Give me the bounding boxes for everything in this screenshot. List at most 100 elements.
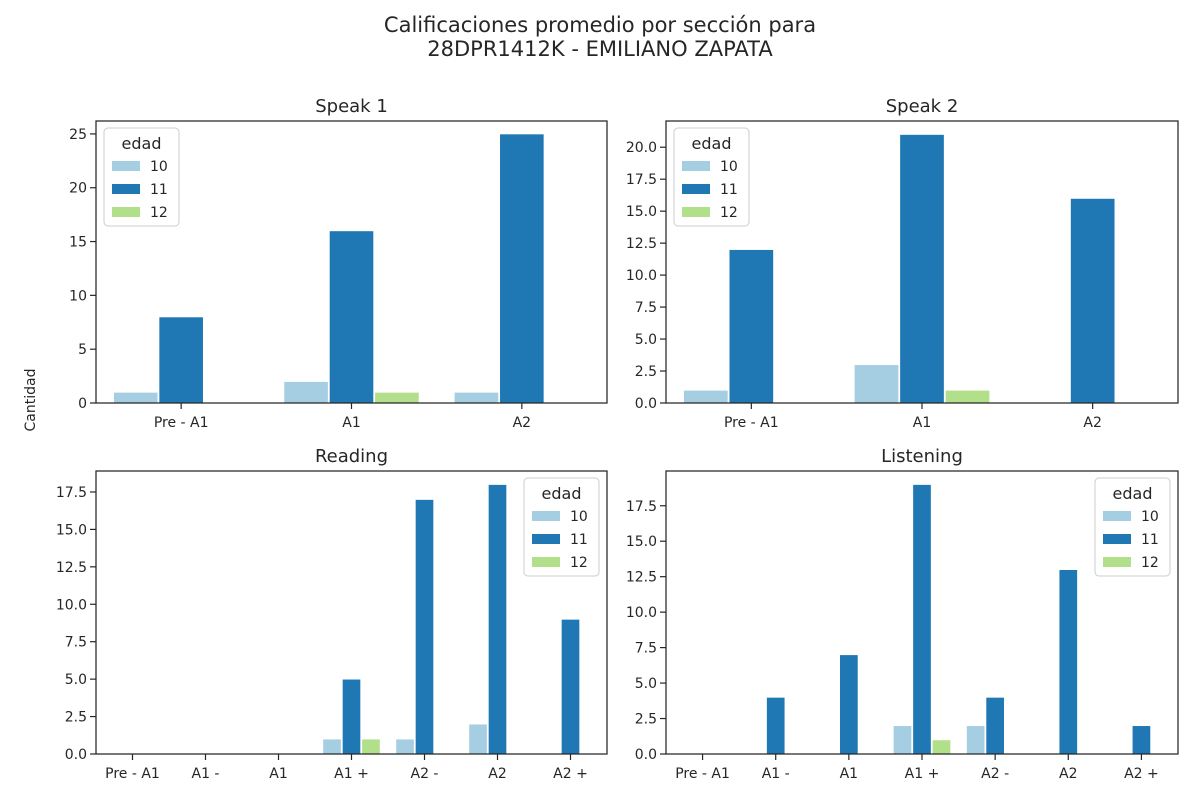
legend-label-12: 12 [570,555,588,571]
x-tick-label: Pre - A1 [105,766,160,782]
legend-label-12: 12 [720,205,738,221]
chart-panel-1: Speak 2 0.0 2.5 5.0 7.5 10.0 12.5 15.0 17.5 20.0 P… [626,96,1179,431]
x-tick-label: A2 [513,415,531,431]
legend: edad 10 11 12 [673,127,750,227]
figure-title-line-2: 28DPR1412K - EMILIANO ZAPATA [427,37,773,61]
legend: edad 10 11 12 [523,477,600,577]
legend-label-12: 12 [1141,555,1159,571]
legend-box [1094,477,1171,577]
y-tick-label: 15 [69,235,87,251]
x-tick-label: A2 [488,766,506,782]
bar-11-1 [766,696,786,755]
y-tick-label: 10.0 [626,605,657,621]
legend-swatch-12 [1103,557,1131,567]
y-tick-label: 20 [69,181,87,197]
x-tick-label: A2 - [411,766,439,782]
panel-title: Reading [315,446,388,467]
legend: edad 10 11 12 [1094,477,1171,577]
chart-panel-3: Listening 0.0 2.5 5.0 7.5 10.0 12.5 15.0 17.5 Pre… [626,446,1179,782]
y-tick-label: 17.5 [626,172,657,188]
bar-11-5 [1058,569,1078,755]
legend-title: edad [122,134,162,153]
y-tick-label: 17.5 [626,499,657,515]
legend-label-11: 11 [570,532,588,548]
legend-label-10: 10 [150,159,168,175]
y-tick-label: 5.0 [65,672,87,688]
legend-label-11: 11 [1141,532,1159,548]
y-tick-label: 15.0 [626,534,657,550]
bar-10-2 [453,391,500,404]
bar-11-6 [1131,725,1152,755]
y-tick-label: 12.5 [626,236,657,252]
x-tick-label: Pre - A1 [154,415,209,431]
y-tick-label: 15.0 [626,204,657,220]
y-tick-label: 5.0 [635,332,657,348]
y-tick-label: 7.5 [65,635,87,651]
legend-title: edad [692,134,732,153]
x-tick-label: A1 + [334,766,369,782]
bar-11-2 [499,133,545,404]
legend-label-12: 12 [150,205,168,221]
x-tick-label: Pre - A1 [675,766,730,782]
chart-panel-0: Speak 1 0 5 10 15 20 25 Pre - A1 A1 A2 edad 10 11 12 [69,96,608,431]
legend-title: edad [1113,484,1153,503]
legend-swatch-10 [112,161,140,171]
legend-label-10: 10 [1141,509,1159,525]
legend-swatch-11 [1103,534,1131,544]
legend-swatch-10 [532,511,560,521]
bar-10-5 [468,723,488,755]
y-tick-label: 2.5 [635,364,657,380]
bar-11-1 [899,134,945,404]
panel-title: Listening [881,446,963,467]
x-tick-label: A1 + [905,766,940,782]
y-tick-label: 17.5 [56,485,87,501]
bar-11-5 [487,484,508,755]
x-tick-label: Pre - A1 [724,415,779,431]
y-tick-label: 2.5 [65,710,87,726]
bar-11-1 [328,230,375,404]
bar-11-0 [158,316,204,404]
bar-11-6 [560,618,581,755]
bar-11-0 [728,249,774,404]
legend: edad 10 11 12 [103,127,180,227]
legend-label-10: 10 [570,509,588,525]
legend-label-10: 10 [720,159,738,175]
bar-12-1 [374,391,420,404]
legend-swatch-12 [112,207,140,217]
panel-title: Speak 2 [886,96,959,117]
legend-box [523,477,600,577]
legend-swatch-11 [532,534,560,544]
legend-swatch-11 [112,184,140,194]
legend-swatch-12 [682,207,710,217]
bar-12-3 [931,739,952,755]
x-tick-label: A2 + [553,766,588,782]
y-tick-label: 0.0 [635,747,657,763]
bar-11-4 [414,499,435,755]
x-tick-label: A2 + [1124,766,1159,782]
y-tick-label: 5 [78,342,87,358]
figure-title-line-1: Calificaciones promedio por sección para [383,13,817,37]
legend-swatch-11 [682,184,710,194]
legend-box [673,127,750,227]
legend-swatch-10 [1103,511,1131,521]
y-tick-label: 10.0 [56,597,87,613]
y-tick-label: 15.0 [56,522,87,538]
panel-title: Speak 1 [315,96,388,117]
legend-box [103,127,180,227]
x-tick-label: A1 [342,415,360,431]
x-tick-label: A1 [269,766,287,782]
bar-10-1 [853,364,900,404]
y-tick-label: 10 [69,288,87,304]
y-tick-label: 7.5 [635,300,657,316]
bar-11-4 [985,696,1005,755]
bar-11-2 [1070,197,1116,404]
bar-11-2 [839,654,859,755]
y-tick-label: 0.0 [65,747,87,763]
x-tick-label: A1 - [762,766,790,782]
x-tick-label: A1 [840,766,858,782]
bar-10-0 [683,389,729,404]
chart-panel-2: Reading 0.0 2.5 5.0 7.5 10.0 12.5 15.0 17.5 Pre -… [56,446,608,782]
bar-11-3 [341,678,362,755]
y-tick-label: 10.0 [626,268,657,284]
